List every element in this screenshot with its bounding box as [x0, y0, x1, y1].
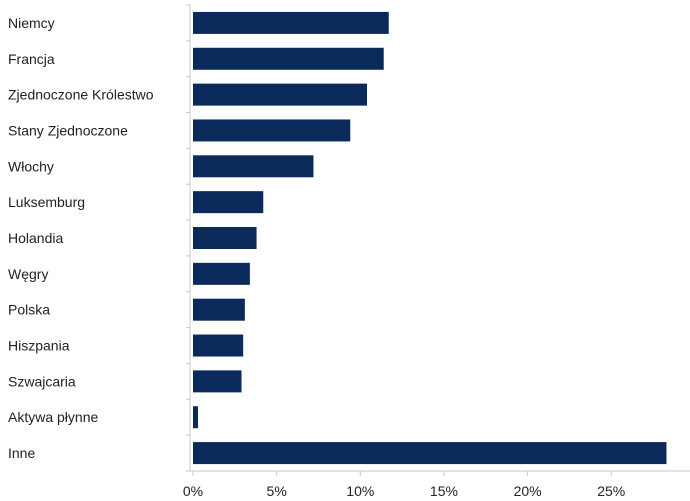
category-label: Luksemburg: [8, 194, 85, 210]
x-tick-label: 15%: [430, 483, 458, 499]
bar: [193, 442, 667, 465]
category-label: Stany Zjednoczone: [8, 122, 128, 138]
x-tick-label: 0%: [183, 483, 203, 499]
category-label: Węgry: [8, 266, 48, 282]
category-label: Zjednoczone Królestwo: [8, 87, 154, 103]
bar: [193, 334, 244, 357]
category-label: Niemcy: [8, 15, 55, 31]
bar: [193, 406, 199, 429]
tick-labels: 0% 5% 10% 15% 20% 25%: [183, 483, 625, 499]
bars: [193, 11, 667, 465]
bar: [193, 227, 257, 249]
bar: [193, 83, 367, 106]
x-tick-label: 20%: [514, 483, 542, 499]
bar: [193, 47, 384, 70]
bar: [193, 11, 389, 34]
bar: [193, 155, 314, 178]
y-axis: [186, 4, 191, 472]
x-tick-label: 10%: [346, 483, 374, 499]
category-label: Holandia: [8, 230, 63, 246]
category-label: Inne: [8, 445, 35, 461]
x-tick-label: 5%: [267, 483, 287, 499]
category-label: Szwajcaria: [8, 373, 76, 389]
category-label: Aktywa płynne: [8, 409, 98, 425]
category-labels: Niemcy Francja Zjednoczone Królestwo Stany …: [8, 15, 154, 461]
bar: [193, 191, 264, 214]
category-label: Hiszpania: [8, 338, 70, 354]
category-label: Francja: [8, 51, 55, 67]
bar: [193, 262, 250, 285]
x-axis: [190, 470, 690, 476]
category-label: Polska: [8, 302, 50, 318]
bar: [193, 298, 245, 321]
bar: [193, 119, 351, 142]
category-label: Włochy: [8, 158, 54, 174]
bar: [193, 370, 242, 393]
x-tick-label: 25%: [597, 483, 625, 499]
